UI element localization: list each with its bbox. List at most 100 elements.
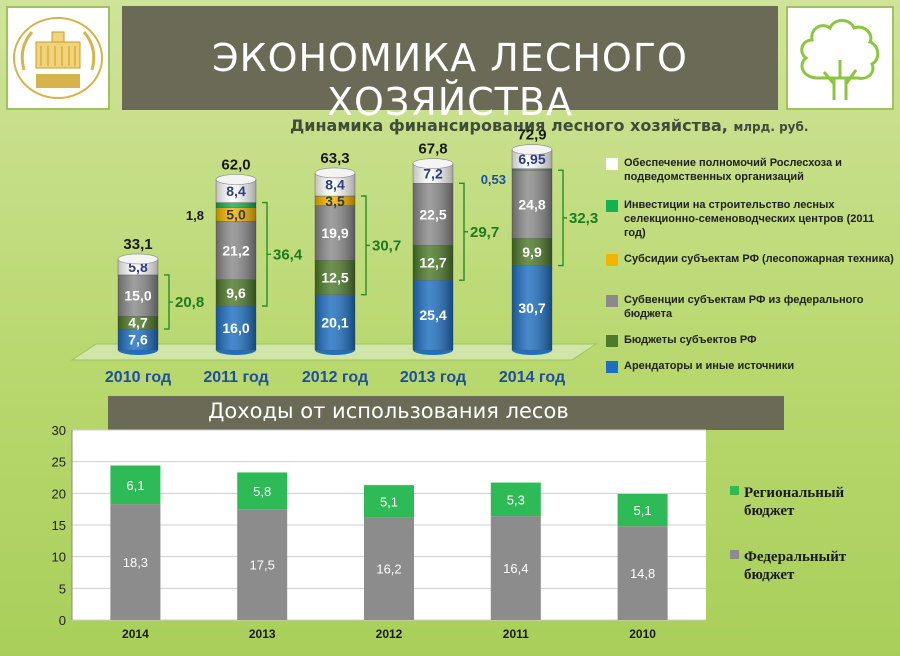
bar-segment <box>412 183 454 246</box>
bar-segment <box>314 294 356 351</box>
legend-swatch <box>606 158 618 170</box>
bar-value-label: 20,1 <box>321 314 348 330</box>
bar-value-label: 12,5 <box>321 270 348 286</box>
bar-segment <box>412 163 454 184</box>
legend-label: Бюджеты субъектов РФ <box>624 334 757 346</box>
bar-shade <box>118 329 158 350</box>
bar-segment <box>511 168 553 171</box>
bar-value-label: 5,1 <box>380 494 398 509</box>
cylinder-base <box>216 345 256 355</box>
legend-label: Инвестиции на строительство лесных селек… <box>624 199 875 239</box>
bar-shade <box>512 265 552 350</box>
bar-value-label: 21,2 <box>222 242 249 258</box>
bar-shade <box>413 280 453 350</box>
bar-value-label: 6,1 <box>126 478 144 493</box>
bracket-value-label: 29,7 <box>470 224 499 241</box>
bar-shade <box>216 179 256 203</box>
bar-value-label: 30,7 <box>518 300 545 316</box>
bracket-value-label: 32,3 <box>569 210 598 227</box>
cylinder-top <box>412 158 454 169</box>
bar-value-label: 15,0 <box>124 288 151 304</box>
bar-segment <box>314 260 356 295</box>
title-bar: ЭКОНОМИКА ЛЕСНОГО ХОЗЯЙСТВА <box>122 6 778 124</box>
legend-swatch <box>730 486 739 495</box>
outside-label: 0,53 <box>481 172 506 187</box>
chart1-title: Динамика финансирования лесного хозяйств… <box>290 116 808 135</box>
duma-logo <box>6 6 110 110</box>
cylinder-top <box>215 174 257 185</box>
legend-label: Федеральныйт бюджет <box>744 549 847 583</box>
y-tick-label: 15 <box>52 518 66 533</box>
bar-value-label: 5,8 <box>128 259 148 275</box>
tree-logo <box>786 6 894 110</box>
category-label: 2011 год <box>203 369 268 386</box>
bracket-value-label: 36,4 <box>273 246 303 263</box>
bar-segment <box>364 517 414 620</box>
bar-shade <box>216 306 256 350</box>
category-label: 2014 год <box>499 369 565 386</box>
bar-value-label: 16,4 <box>503 561 528 576</box>
bar-shade <box>315 205 355 261</box>
bar-shade <box>512 238 552 266</box>
bar-segment <box>215 305 257 351</box>
chart1-floor <box>70 343 598 361</box>
duma-emblem-icon <box>13 17 103 99</box>
legend-label: Арендаторы и иные источники <box>624 360 795 372</box>
bar-segment <box>215 207 257 222</box>
legend-label: Обеспечение полномочий Рослесхоза и подв… <box>624 157 842 183</box>
legend-swatch <box>730 550 739 559</box>
legend-swatch <box>606 200 618 212</box>
bar-segment <box>412 245 454 281</box>
legend-label: Субвенции субъектам РФ из федерального б… <box>624 294 864 320</box>
y-tick-label: 10 <box>52 550 66 565</box>
bar-value-label: 7,2 <box>423 165 443 181</box>
y-tick-label: 25 <box>52 455 66 470</box>
x-tick-label: 2012 <box>376 627 403 641</box>
cylinder-top <box>511 144 553 155</box>
total-label: 67,8 <box>418 141 447 158</box>
plot-area <box>72 430 706 620</box>
bar-segment <box>511 149 553 169</box>
bar-value-label: 22,5 <box>419 206 446 222</box>
x-tick-label: 2010 <box>629 627 656 641</box>
bar-shade <box>315 294 355 350</box>
bracket <box>459 182 468 281</box>
cylinder-top <box>117 253 159 265</box>
chart1-unit: млрд. руб. <box>733 120 809 134</box>
bar-shade <box>118 258 158 275</box>
x-tick-label: 2011 <box>503 627 529 641</box>
bar-segment <box>110 504 161 620</box>
bar-shade <box>315 196 355 206</box>
bar-segment <box>215 279 257 307</box>
bar-shade <box>315 260 355 295</box>
bar-segment <box>314 172 356 197</box>
cylinder-base <box>413 345 453 355</box>
bar-shade <box>413 183 453 246</box>
bar-value-label: 12,7 <box>419 255 446 271</box>
bar-shade <box>216 202 256 208</box>
bar-shade <box>413 163 453 184</box>
bar-value-label: 7,6 <box>128 332 148 348</box>
bar-shade <box>118 316 158 330</box>
bar-segment <box>617 493 668 527</box>
bar-value-label: 5,3 <box>507 492 525 507</box>
bar-value-label: 16,0 <box>222 320 249 336</box>
bar-value-label: 17,5 <box>250 558 275 573</box>
cylinder-base <box>512 345 552 355</box>
legend-swatch <box>606 295 618 307</box>
bar-shade <box>216 207 256 222</box>
bar-shade <box>413 245 453 281</box>
bar-value-label: 8,4 <box>325 176 345 192</box>
cylinder-base <box>118 345 158 355</box>
legend-swatch <box>606 254 618 266</box>
bar-segment <box>215 179 257 203</box>
bar-segment <box>364 485 414 518</box>
x-tick-label: 2013 <box>249 627 276 641</box>
y-tick-label: 0 <box>59 613 66 628</box>
bar-value-label: 5,0 <box>226 206 246 222</box>
bracket <box>361 195 370 296</box>
tree-icon <box>800 19 880 100</box>
bar-segment <box>117 315 159 330</box>
legend-label: Субсидии субъектам РФ (лесопожарная техн… <box>624 253 894 265</box>
bar-value-label: 25,4 <box>419 307 446 323</box>
